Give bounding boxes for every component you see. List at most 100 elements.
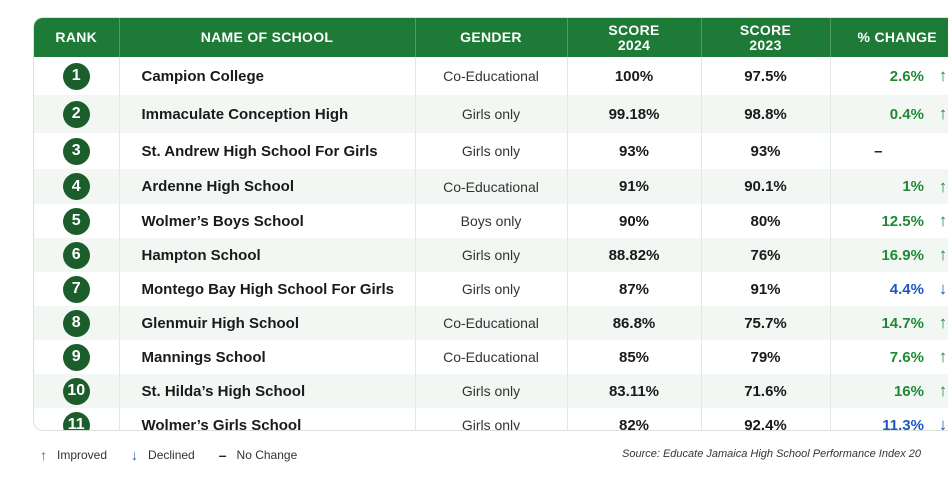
percent-change: 1% ↑	[830, 169, 948, 204]
score-2024: 83.11%	[567, 374, 702, 408]
legend-no-change-label: No Change	[236, 448, 298, 462]
change-value: 16.9%	[881, 246, 924, 264]
table-body: 1 Campion College Co-Educational 100% 97…	[34, 57, 948, 430]
rank-badge: 8	[62, 309, 90, 337]
school-name: Montego Bay High School For Girls	[119, 272, 416, 306]
legend-improved: ↑ Improved	[40, 447, 107, 463]
change-cell: 7.6% ↑	[831, 347, 948, 367]
gender: Co-Educational	[415, 306, 568, 340]
percent-change: 14.7% ↑	[830, 306, 948, 340]
rank-badge: 4	[62, 173, 90, 200]
gender: Boys only	[415, 204, 568, 238]
source-note: Source: Educate Jamaica High School Perf…	[622, 448, 921, 460]
table-row: 4 Ardenne High School Co-Educational 91%…	[34, 169, 948, 204]
gender: Girls only	[415, 95, 568, 133]
change-value: 12.5%	[881, 212, 924, 230]
change-cell: 16% ↑	[831, 381, 948, 401]
rank-cell: 4	[34, 169, 120, 204]
legend-improved-label: Improved	[57, 448, 108, 462]
change-cell: –	[831, 143, 948, 160]
score-2023: 76%	[701, 238, 831, 272]
change-cell: 12.5% ↑	[831, 211, 948, 231]
arrow-up-icon: ↑	[938, 211, 948, 230]
change-cell: 1% ↑	[831, 177, 948, 197]
table-row: 1 Campion College Co-Educational 100% 97…	[34, 57, 948, 95]
percent-change: 7.6% ↑	[830, 340, 948, 374]
score-2023: 90.1%	[701, 169, 831, 204]
change-value: 0.4%	[889, 105, 924, 123]
rank-badge: 6	[62, 241, 90, 269]
rank-badge: 11	[62, 411, 90, 430]
change-cell: 4.4% ↓	[831, 279, 948, 299]
gender: Girls only	[415, 238, 568, 272]
percent-change: –	[830, 133, 948, 169]
school-name: St. Hilda’s High School	[119, 374, 416, 408]
school-name: Glenmuir High School	[119, 306, 416, 340]
score-2024: 90%	[567, 204, 702, 238]
arrow-down-icon: ↓	[131, 447, 139, 463]
score-2023: 92.4%	[701, 408, 831, 430]
header-gender: GENDER	[415, 18, 568, 57]
score-2023: 79%	[701, 340, 831, 374]
change-value: 1%	[902, 178, 924, 195]
change-value: 7.6%	[889, 348, 924, 366]
rank-badge: 5	[62, 207, 90, 235]
rankings-table-container: RANK NAME OF SCHOOL GENDER SCORE 2024 SC…	[33, 17, 948, 431]
percent-change: 16% ↑	[830, 374, 948, 408]
rank-cell: 10	[34, 374, 120, 408]
gender: Girls only	[415, 133, 568, 169]
table-row: 2 Immaculate Conception High Girls only …	[34, 95, 948, 133]
header-score-2023: SCORE 2023	[701, 18, 831, 57]
rank-cell: 2	[34, 95, 120, 133]
table-row: 11 Wolmer’s Girls School Girls only 82% …	[34, 408, 948, 430]
score-2023: 80%	[701, 204, 831, 238]
score-2023: 97.5%	[701, 57, 831, 95]
gender: Girls only	[415, 374, 568, 408]
dash-icon: –	[218, 447, 227, 463]
score-2024: 85%	[567, 340, 702, 374]
arrow-up-icon: ↑	[938, 381, 948, 400]
gender: Girls only	[415, 272, 568, 306]
score-2024: 91%	[567, 169, 702, 204]
rank-cell: 11	[34, 408, 120, 430]
score-2024: 99.18%	[567, 95, 702, 133]
arrow-down-icon: ↓	[938, 279, 948, 298]
legend-no-change: – No Change	[219, 447, 298, 463]
arrow-up-icon: ↑	[40, 447, 47, 463]
gender: Girls only	[415, 408, 568, 430]
header-school-name: NAME OF SCHOOL	[119, 18, 416, 57]
school-name: Mannings School	[119, 340, 416, 374]
arrow-up-icon: ↑	[938, 313, 948, 332]
percent-change: 11.3% ↓	[830, 408, 948, 430]
rank-badge: 1	[62, 62, 90, 90]
score-2024: 87%	[567, 272, 702, 306]
header-score-2023-line1: SCORE	[739, 21, 792, 38]
school-name: Campion College	[119, 57, 416, 95]
table-row: 5 Wolmer’s Boys School Boys only 90% 80%…	[34, 204, 948, 238]
percent-change: 4.4% ↓	[830, 272, 948, 306]
change-cell: 16.9% ↑	[831, 245, 948, 265]
change-value: 16%	[893, 382, 924, 400]
change-value: –	[874, 142, 883, 160]
header-score-2023-line2: 2023	[749, 36, 782, 53]
table-row: 9 Mannings School Co-Educational 85% 79%…	[34, 340, 948, 374]
arrow-up-icon: ↑	[938, 104, 948, 123]
score-2024: 93%	[567, 133, 702, 169]
rank-cell: 8	[34, 306, 120, 340]
percent-change: 16.9% ↑	[830, 238, 948, 272]
header-score-2024: SCORE 2024	[567, 18, 702, 57]
legend-declined-label: Declined	[148, 448, 195, 462]
school-name: St. Andrew High School For Girls	[119, 133, 416, 169]
percent-change: 2.6% ↑	[830, 57, 948, 95]
score-2023: 98.8%	[701, 95, 831, 133]
change-value: 2.6%	[889, 67, 924, 85]
rank-badge: 2	[62, 100, 90, 128]
rank-badge: 3	[62, 137, 90, 165]
percent-change: 12.5% ↑	[830, 204, 948, 238]
table-row: 6 Hampton School Girls only 88.82% 76% 1…	[34, 238, 948, 272]
school-name: Immaculate Conception High	[119, 95, 416, 133]
score-2024: 100%	[567, 57, 702, 95]
arrow-up-icon: ↑	[938, 176, 948, 196]
change-cell: 14.7% ↑	[831, 313, 948, 333]
change-cell: 0.4% ↑	[831, 104, 948, 124]
